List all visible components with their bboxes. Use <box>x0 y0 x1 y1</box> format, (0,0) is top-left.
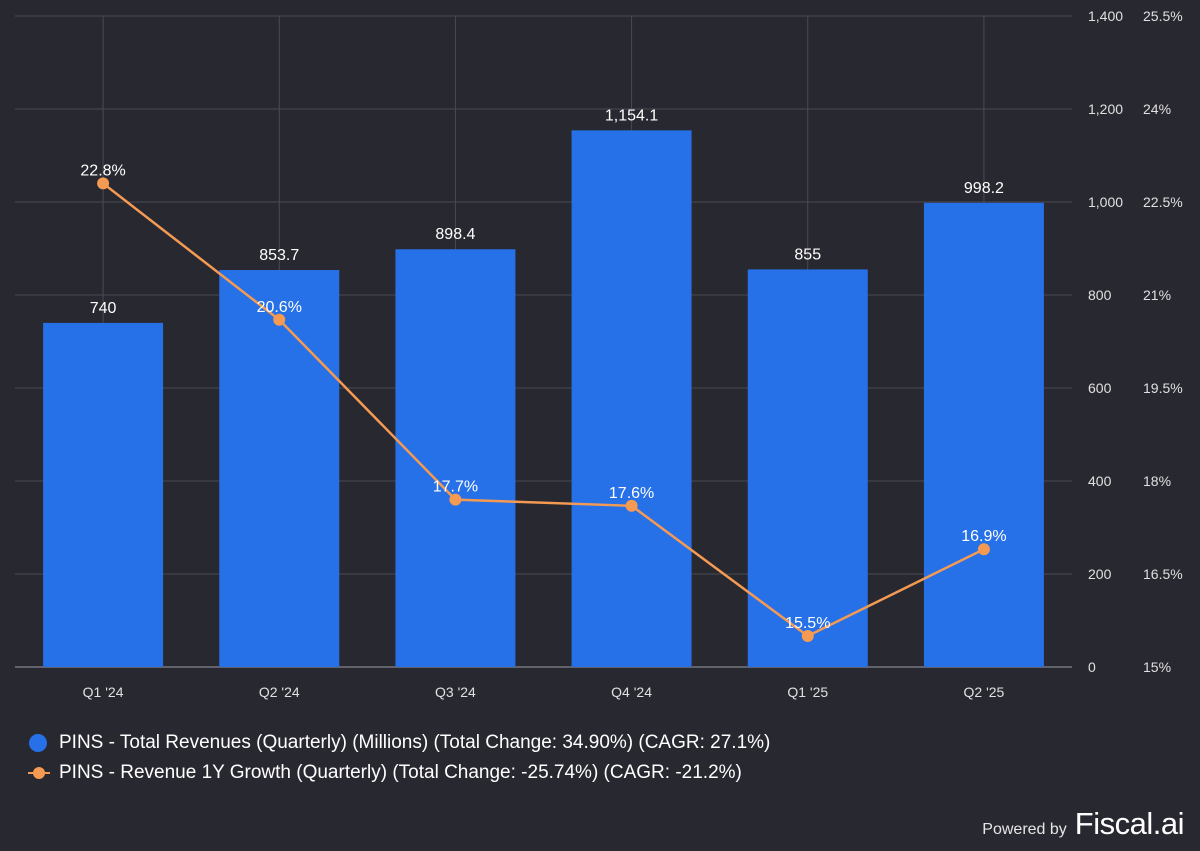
growth-data-label: 20.6% <box>257 299 302 316</box>
powered-by-text: Powered by <box>982 821 1067 838</box>
revenue-bar <box>571 130 692 667</box>
y-right-tick-label: 15% <box>1143 659 1171 675</box>
legend-item-revenue[interactable]: PINS - Total Revenues (Quarterly) (Milli… <box>28 728 770 758</box>
legend-line-icon <box>28 764 50 782</box>
brand-footer[interactable]: Powered by Fiscal.ai <box>982 806 1184 842</box>
growth-point <box>625 499 638 512</box>
y-right-tick-label: 21% <box>1143 287 1171 303</box>
y-left-tick-label: 600 <box>1088 380 1112 396</box>
revenue-data-label: 855 <box>794 246 821 263</box>
x-tick-label: Q3 '24 <box>435 684 476 700</box>
x-tick-label: Q4 '24 <box>611 684 652 700</box>
legend-item-growth[interactable]: PINS - Revenue 1Y Growth (Quarterly) (To… <box>28 758 770 788</box>
growth-data-label: 22.8% <box>80 162 125 179</box>
growth-data-label: 16.9% <box>961 528 1006 545</box>
revenue-bar <box>747 269 868 667</box>
y-right-tick-label: 19.5% <box>1143 380 1183 396</box>
y-right-tick-label: 16.5% <box>1143 566 1183 582</box>
y-right-tick-label: 25.5% <box>1143 8 1183 24</box>
growth-data-label: 17.7% <box>433 479 478 496</box>
growth-data-label: 15.5% <box>785 615 830 632</box>
legend-label-revenue: PINS - Total Revenues (Quarterly) (Milli… <box>59 732 771 753</box>
y-left-tick-label: 1,400 <box>1088 8 1123 24</box>
x-tick-label: Q2 '24 <box>259 684 300 700</box>
legend: PINS - Total Revenues (Quarterly) (Milli… <box>28 728 770 788</box>
legend-dot-icon <box>29 734 47 752</box>
growth-point <box>97 177 110 190</box>
revenue-data-label: 853.7 <box>259 247 299 264</box>
x-tick-label: Q2 '25 <box>964 684 1005 700</box>
y-right-tick-label: 22.5% <box>1143 194 1183 210</box>
revenue-data-label: 998.2 <box>964 180 1004 197</box>
growth-point <box>977 543 990 556</box>
growth-point <box>801 630 814 642</box>
growth-data-label: 17.6% <box>609 485 654 502</box>
revenue-data-label: 898.4 <box>435 226 475 243</box>
y-right-tick-label: 24% <box>1143 101 1171 117</box>
revenue-bar <box>219 270 340 667</box>
revenue-data-label: 1,154.1 <box>605 107 658 124</box>
y-left-tick-label: 400 <box>1088 473 1112 489</box>
combo-chart: 0 15% 200 16.5% 400 18% 600 19.5% 800 21% 1,000 22.… <box>15 8 1183 700</box>
growth-point <box>449 493 462 506</box>
y-left-tick-label: 1,000 <box>1088 194 1123 210</box>
x-tick-label: Q1 '24 <box>83 684 124 700</box>
y-left-tick-label: 800 <box>1088 287 1112 303</box>
revenue-data-label: 740 <box>90 300 117 317</box>
revenue-bar <box>43 322 164 667</box>
y-left-tick-label: 200 <box>1088 566 1112 582</box>
growth-line <box>102 182 985 638</box>
legend-label-growth: PINS - Revenue 1Y Growth (Quarterly) (To… <box>59 762 742 783</box>
growth-point <box>273 313 286 326</box>
brand-logo: Fiscal.ai <box>1074 806 1185 841</box>
x-tick-label: Q1 '25 <box>787 684 828 700</box>
y-left-tick-label: 1,200 <box>1088 101 1123 117</box>
revenue-bar <box>923 202 1044 667</box>
y-left-tick-label: 0 <box>1088 659 1096 675</box>
y-right-tick-label: 18% <box>1143 473 1171 489</box>
